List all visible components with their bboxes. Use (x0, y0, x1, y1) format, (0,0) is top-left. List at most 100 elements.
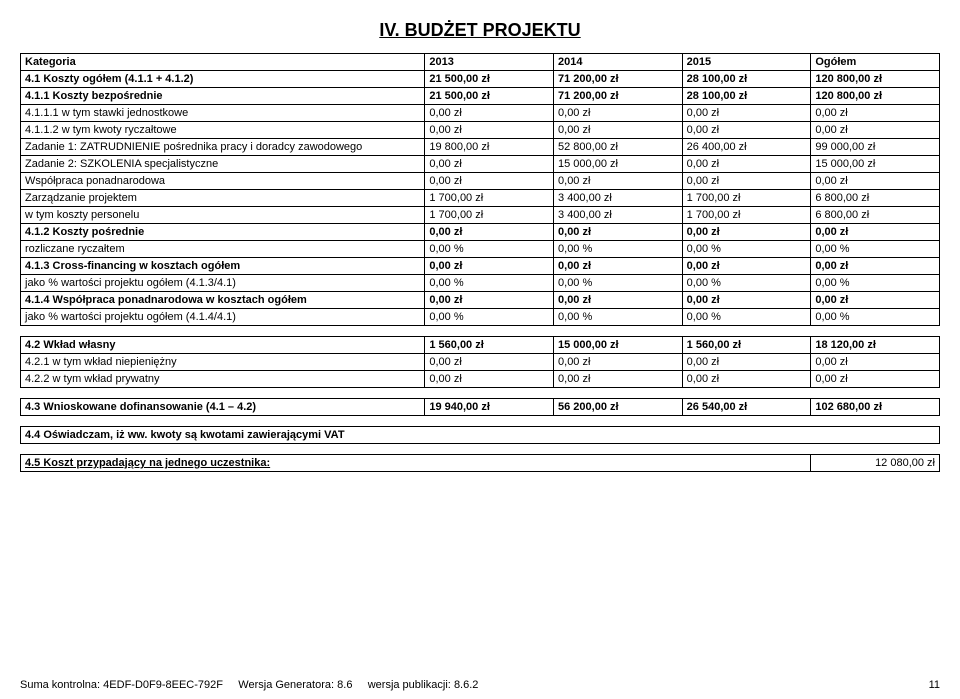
row-value: 0,00 zł (682, 156, 811, 173)
row-value: 28 100,00 zł (682, 88, 811, 105)
row-value: 0,00 % (811, 275, 940, 292)
row-value: 1 560,00 zł (682, 337, 811, 354)
row-value: 0,00 zł (682, 105, 811, 122)
row-value: 0,00 % (425, 241, 554, 258)
publication-value: 8.6.2 (454, 679, 478, 691)
row-value: 0,00 zł (811, 292, 940, 309)
row-label: Zadanie 2: SZKOLENIA specjalistyczne (21, 156, 425, 173)
row-value: 0,00 zł (811, 258, 940, 275)
publication-label: wersja publikacji: (368, 679, 451, 691)
row-value: 0,00 zł (811, 354, 940, 371)
row-value: 0,00 zł (554, 371, 683, 388)
row-value: 0,00 % (811, 309, 940, 326)
row-value: 71 200,00 zł (554, 71, 683, 88)
generator-label: Wersja Generatora: (238, 679, 334, 691)
row-value: 26 540,00 zł (682, 399, 811, 416)
row-value: 0,00 zł (554, 258, 683, 275)
row-label: 4.1.4 Współpraca ponadnarodowa w kosztac… (21, 292, 425, 309)
col-2013: 2013 (425, 54, 554, 71)
row-value: 0,00 zł (811, 105, 940, 122)
row-label: jako % wartości projektu ogółem (4.1.4/4… (21, 309, 425, 326)
row-value: 0,00 zł (554, 122, 683, 139)
row-label: 4.1.1.1 w tym stawki jednostkowe (21, 105, 425, 122)
row-value: 71 200,00 zł (554, 88, 683, 105)
row-label: 4.1.1 Koszty bezpośrednie (21, 88, 425, 105)
row-value: 0,00 zł (425, 292, 554, 309)
row-value: 1 700,00 zł (682, 207, 811, 224)
row-value: 0,00 % (554, 241, 683, 258)
row-label: Zarządzanie projektem (21, 190, 425, 207)
row-value: 0,00 zł (811, 224, 940, 241)
row-value: 0,00 % (682, 275, 811, 292)
row-label: rozliczane ryczałtem (21, 241, 425, 258)
row-value: 15 000,00 zł (811, 156, 940, 173)
row-value: 0,00 zł (682, 371, 811, 388)
row-value: 99 000,00 zł (811, 139, 940, 156)
row-value: 0,00 zł (425, 224, 554, 241)
row-label: 4.3 Wnioskowane dofinansowanie (4.1 – 4.… (21, 399, 425, 416)
row-value: 0,00 zł (425, 258, 554, 275)
cost-per-participant-label: 4.5 Koszt przypadający na jednego uczest… (21, 455, 811, 472)
page-footer: Suma kontrolna: 4EDF-D0F9-8EEC-792F Wers… (20, 679, 940, 691)
row-label: jako % wartości projektu ogółem (4.1.3/4… (21, 275, 425, 292)
row-value: 3 400,00 zł (554, 207, 683, 224)
row-value: 0,00 zł (554, 354, 683, 371)
row-label: w tym koszty personelu (21, 207, 425, 224)
row-value: 19 800,00 zł (425, 139, 554, 156)
col-2015: 2015 (682, 54, 811, 71)
row-value: 0,00 % (425, 309, 554, 326)
row-value: 26 400,00 zł (682, 139, 811, 156)
row-value: 6 800,00 zł (811, 190, 940, 207)
row-value: 19 940,00 zł (425, 399, 554, 416)
row-value: 15 000,00 zł (554, 156, 683, 173)
row-value: 1 700,00 zł (425, 190, 554, 207)
row-value: 120 800,00 zł (811, 88, 940, 105)
row-value: 6 800,00 zł (811, 207, 940, 224)
row-value: 0,00 % (682, 241, 811, 258)
generator-value: 8.6 (337, 679, 352, 691)
col-category: Kategoria (21, 54, 425, 71)
row-value: 120 800,00 zł (811, 71, 940, 88)
row-value: 0,00 zł (554, 224, 683, 241)
row-value: 0,00 zł (425, 371, 554, 388)
row-value: 15 000,00 zł (554, 337, 683, 354)
row-value: 0,00 zł (425, 173, 554, 190)
row-value: 0,00 zł (425, 354, 554, 371)
row-value: 0,00 % (554, 275, 683, 292)
row-value: 21 500,00 zł (425, 88, 554, 105)
row-value: 0,00 zł (811, 122, 940, 139)
vat-declaration-table: 4.4 Oświadczam, iż ww. kwoty są kwotami … (20, 426, 940, 444)
row-value: 0,00 % (554, 309, 683, 326)
row-label: 4.2.2 w tym wkład prywatny (21, 371, 425, 388)
row-value: 0,00 zł (554, 292, 683, 309)
checksum-label: Suma kontrolna: (20, 679, 100, 691)
row-value: 56 200,00 zł (554, 399, 683, 416)
budget-table-3: 4.3 Wnioskowane dofinansowanie (4.1 – 4.… (20, 398, 940, 416)
row-value: 3 400,00 zł (554, 190, 683, 207)
row-label: Współpraca ponadnarodowa (21, 173, 425, 190)
row-value: 21 500,00 zł (425, 71, 554, 88)
row-value: 0,00 zł (425, 105, 554, 122)
row-value: 0,00 zł (554, 105, 683, 122)
vat-declaration: 4.4 Oświadczam, iż ww. kwoty są kwotami … (21, 427, 940, 444)
row-value: 0,00 % (682, 309, 811, 326)
row-value: 0,00 zł (554, 173, 683, 190)
row-value: 28 100,00 zł (682, 71, 811, 88)
col-2014: 2014 (554, 54, 683, 71)
row-value: 0,00 zł (682, 258, 811, 275)
row-label: 4.2 Wkład własny (21, 337, 425, 354)
row-label: Zadanie 1: ZATRUDNIENIE pośrednika pracy… (21, 139, 425, 156)
row-value: 0,00 zł (682, 173, 811, 190)
col-total: Ogółem (811, 54, 940, 71)
row-value: 0,00 zł (811, 371, 940, 388)
row-value: 0,00 % (811, 241, 940, 258)
row-value: 0,00 % (425, 275, 554, 292)
row-value: 52 800,00 zł (554, 139, 683, 156)
row-label: 4.1.3 Cross-financing w kosztach ogółem (21, 258, 425, 275)
row-label: 4.2.1 w tym wkład niepieniężny (21, 354, 425, 371)
row-value: 0,00 zł (682, 224, 811, 241)
row-value: 0,00 zł (682, 292, 811, 309)
row-label: 4.1.1.2 w tym kwoty ryczałtowe (21, 122, 425, 139)
page-number: 11 (929, 679, 940, 691)
row-value: 1 700,00 zł (682, 190, 811, 207)
